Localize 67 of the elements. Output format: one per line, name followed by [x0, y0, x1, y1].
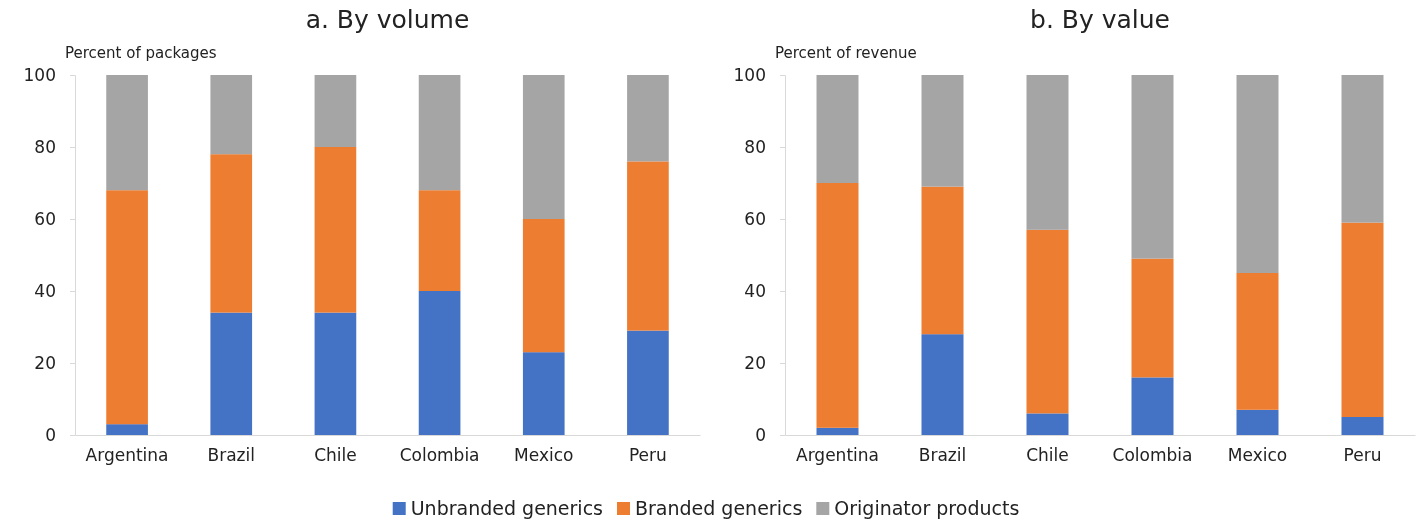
x-tick-label: Mexico — [1227, 445, 1288, 466]
bar — [921, 75, 964, 187]
bar — [418, 75, 461, 191]
legend-label: Unbranded generics — [410, 497, 603, 519]
x-tick-label: Colombia — [1112, 445, 1193, 466]
bar — [210, 75, 253, 155]
x-tick-label: Peru — [628, 445, 667, 466]
bar — [921, 334, 964, 435]
y-axis-title: Percent of packages — [65, 44, 217, 62]
y-tick-label: 0 — [755, 424, 766, 445]
y-tick-label: 60 — [744, 208, 766, 229]
x-tick-label: Mexico — [514, 445, 574, 466]
x-tick-label: Argentina — [85, 445, 169, 466]
bar — [627, 330, 669, 435]
bar — [106, 190, 148, 425]
chart-title: b. By value — [1030, 5, 1170, 34]
bar — [1341, 75, 1384, 223]
bar — [522, 352, 565, 435]
y-axis-title: Percent of revenue — [775, 44, 917, 62]
bar — [627, 161, 669, 331]
bar — [1131, 75, 1174, 259]
bar — [627, 75, 669, 162]
y-tick-label: 20 — [34, 352, 56, 373]
bar — [1236, 75, 1279, 273]
bar — [314, 312, 357, 435]
bar — [418, 291, 461, 435]
y-tick-label: 60 — [34, 208, 56, 229]
y-tick-label: 40 — [744, 280, 766, 301]
y-tick-label: 20 — [744, 352, 766, 373]
bar — [210, 154, 253, 313]
bar — [1026, 75, 1069, 230]
bar — [210, 312, 253, 435]
bar — [1026, 229, 1069, 414]
bar — [418, 190, 461, 291]
bar — [1236, 273, 1279, 410]
legend-label: Originator products — [834, 497, 1020, 519]
bar — [1341, 222, 1384, 417]
bar — [816, 75, 859, 183]
x-tick-label: Chile — [314, 445, 357, 466]
x-tick-label: Colombia — [399, 445, 480, 466]
bar — [106, 75, 148, 191]
bar — [522, 75, 565, 219]
bar — [314, 147, 357, 313]
bar — [816, 183, 859, 428]
bar — [1131, 377, 1174, 435]
bar — [816, 427, 859, 435]
bar — [1236, 409, 1279, 435]
y-tick-label: 80 — [744, 136, 766, 157]
bar — [522, 219, 565, 353]
y-tick-label: 100 — [23, 64, 56, 85]
bar — [106, 424, 148, 435]
bar — [1341, 417, 1384, 435]
bar — [921, 186, 964, 335]
x-tick-label: Brazil — [918, 445, 967, 466]
x-tick-label: Chile — [1026, 445, 1069, 466]
y-tick-label: 80 — [34, 136, 56, 157]
chart-title: a. By volume — [305, 5, 470, 34]
bar — [1131, 258, 1174, 378]
bar — [314, 75, 357, 147]
legend-label: Branded generics — [634, 497, 803, 519]
y-tick-label: 40 — [34, 280, 56, 301]
y-tick-label: 100 — [733, 64, 766, 85]
y-tick-label: 0 — [45, 424, 56, 445]
bar — [1026, 413, 1069, 435]
x-tick-label: Argentina — [796, 445, 879, 466]
x-tick-label: Brazil — [207, 445, 255, 466]
x-tick-label: Peru — [1343, 445, 1382, 466]
